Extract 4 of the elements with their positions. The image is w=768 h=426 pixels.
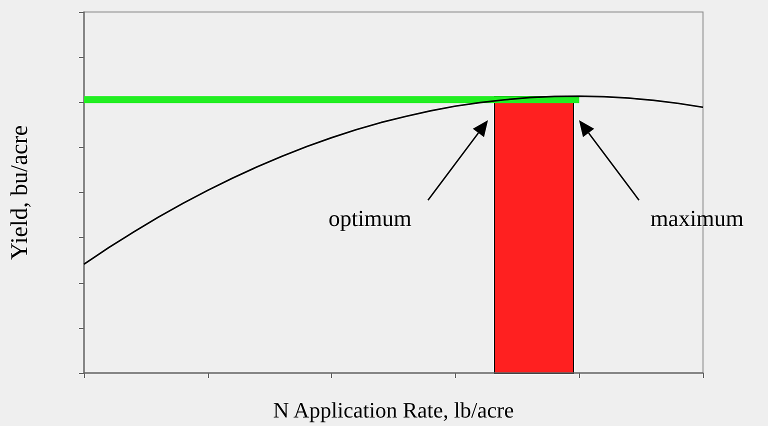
y-axis-title: Yield, bu/acre [7,125,33,260]
x-axis-title: N Application Rate, lb/acre [273,398,514,422]
annotation: maximum [650,206,744,232]
annotation: optimum [328,206,412,232]
